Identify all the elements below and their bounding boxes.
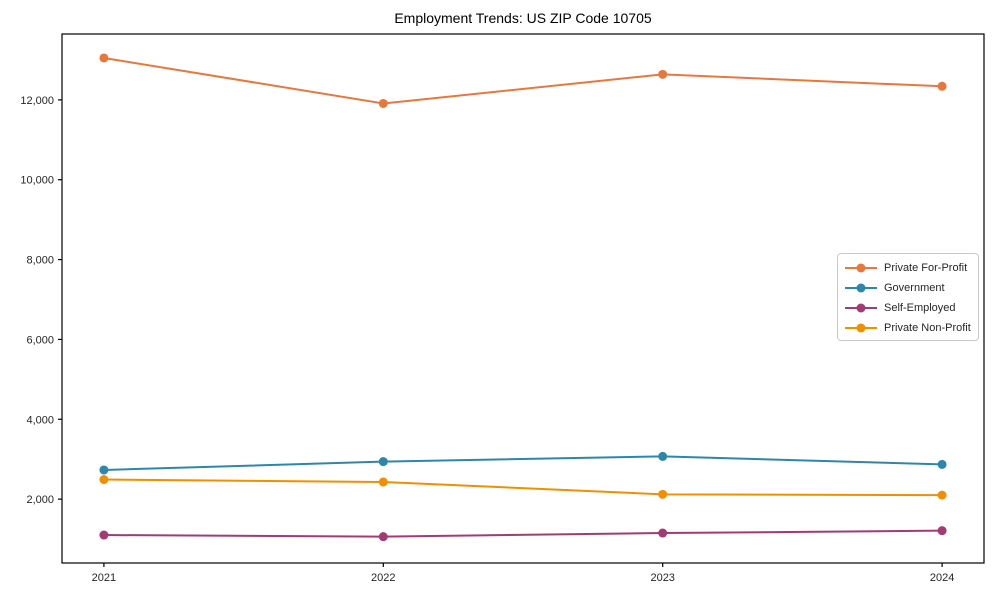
legend: Private For-Profit Government Self-Employe…: [837, 253, 979, 341]
legend-label: Private Non-Profit: [884, 322, 971, 334]
x-tick-label: 2024: [930, 572, 954, 584]
y-tick-label: 8,000: [26, 255, 54, 267]
data-point: [658, 451, 668, 461]
data-point: [658, 489, 668, 499]
legend-label: Government: [884, 282, 945, 294]
data-point: [937, 526, 947, 536]
y-tick-label: 10,000: [20, 175, 54, 187]
chart-title: Employment Trends: US ZIP Code 10705: [394, 10, 652, 26]
legend-label: Private For-Profit: [884, 262, 968, 274]
data-point: [99, 475, 109, 485]
series-line-government: [103, 455, 943, 471]
series-line-self-employed: [103, 529, 943, 538]
data-point: [378, 457, 388, 467]
series-line-private-for-profit: [103, 56, 943, 105]
legend-marker-icon: [845, 303, 877, 313]
x-tick-label: 2023: [650, 572, 674, 584]
data-point: [378, 98, 388, 108]
plot-frame: [61, 33, 985, 564]
legend-label: Self-Employed: [884, 302, 956, 314]
data-point: [99, 530, 109, 540]
x-tick-label: 2021: [92, 572, 116, 584]
data-point: [658, 69, 668, 79]
legend-item: Government: [845, 278, 971, 298]
legend-item: Self-Employed: [845, 298, 971, 318]
y-tick-label: 2,000: [26, 494, 54, 506]
data-point: [99, 53, 109, 63]
legend-item: Private Non-Profit: [845, 318, 971, 338]
data-point: [378, 532, 388, 542]
y-tick-label: 12,000: [20, 95, 54, 107]
y-tick-label: 4,000: [26, 414, 54, 426]
legend-marker-icon: [845, 263, 877, 273]
legend-marker-icon: [845, 323, 877, 333]
data-point: [378, 477, 388, 487]
y-tick-label: 6,000: [26, 334, 54, 346]
data-point: [937, 81, 947, 91]
series-line-private-non-profit: [103, 478, 943, 497]
legend-marker-icon: [845, 283, 877, 293]
x-tick-label: 2022: [371, 572, 395, 584]
data-point: [937, 459, 947, 469]
data-point: [99, 465, 109, 475]
data-point: [937, 490, 947, 500]
legend-item: Private For-Profit: [845, 258, 971, 278]
data-point: [658, 528, 668, 538]
